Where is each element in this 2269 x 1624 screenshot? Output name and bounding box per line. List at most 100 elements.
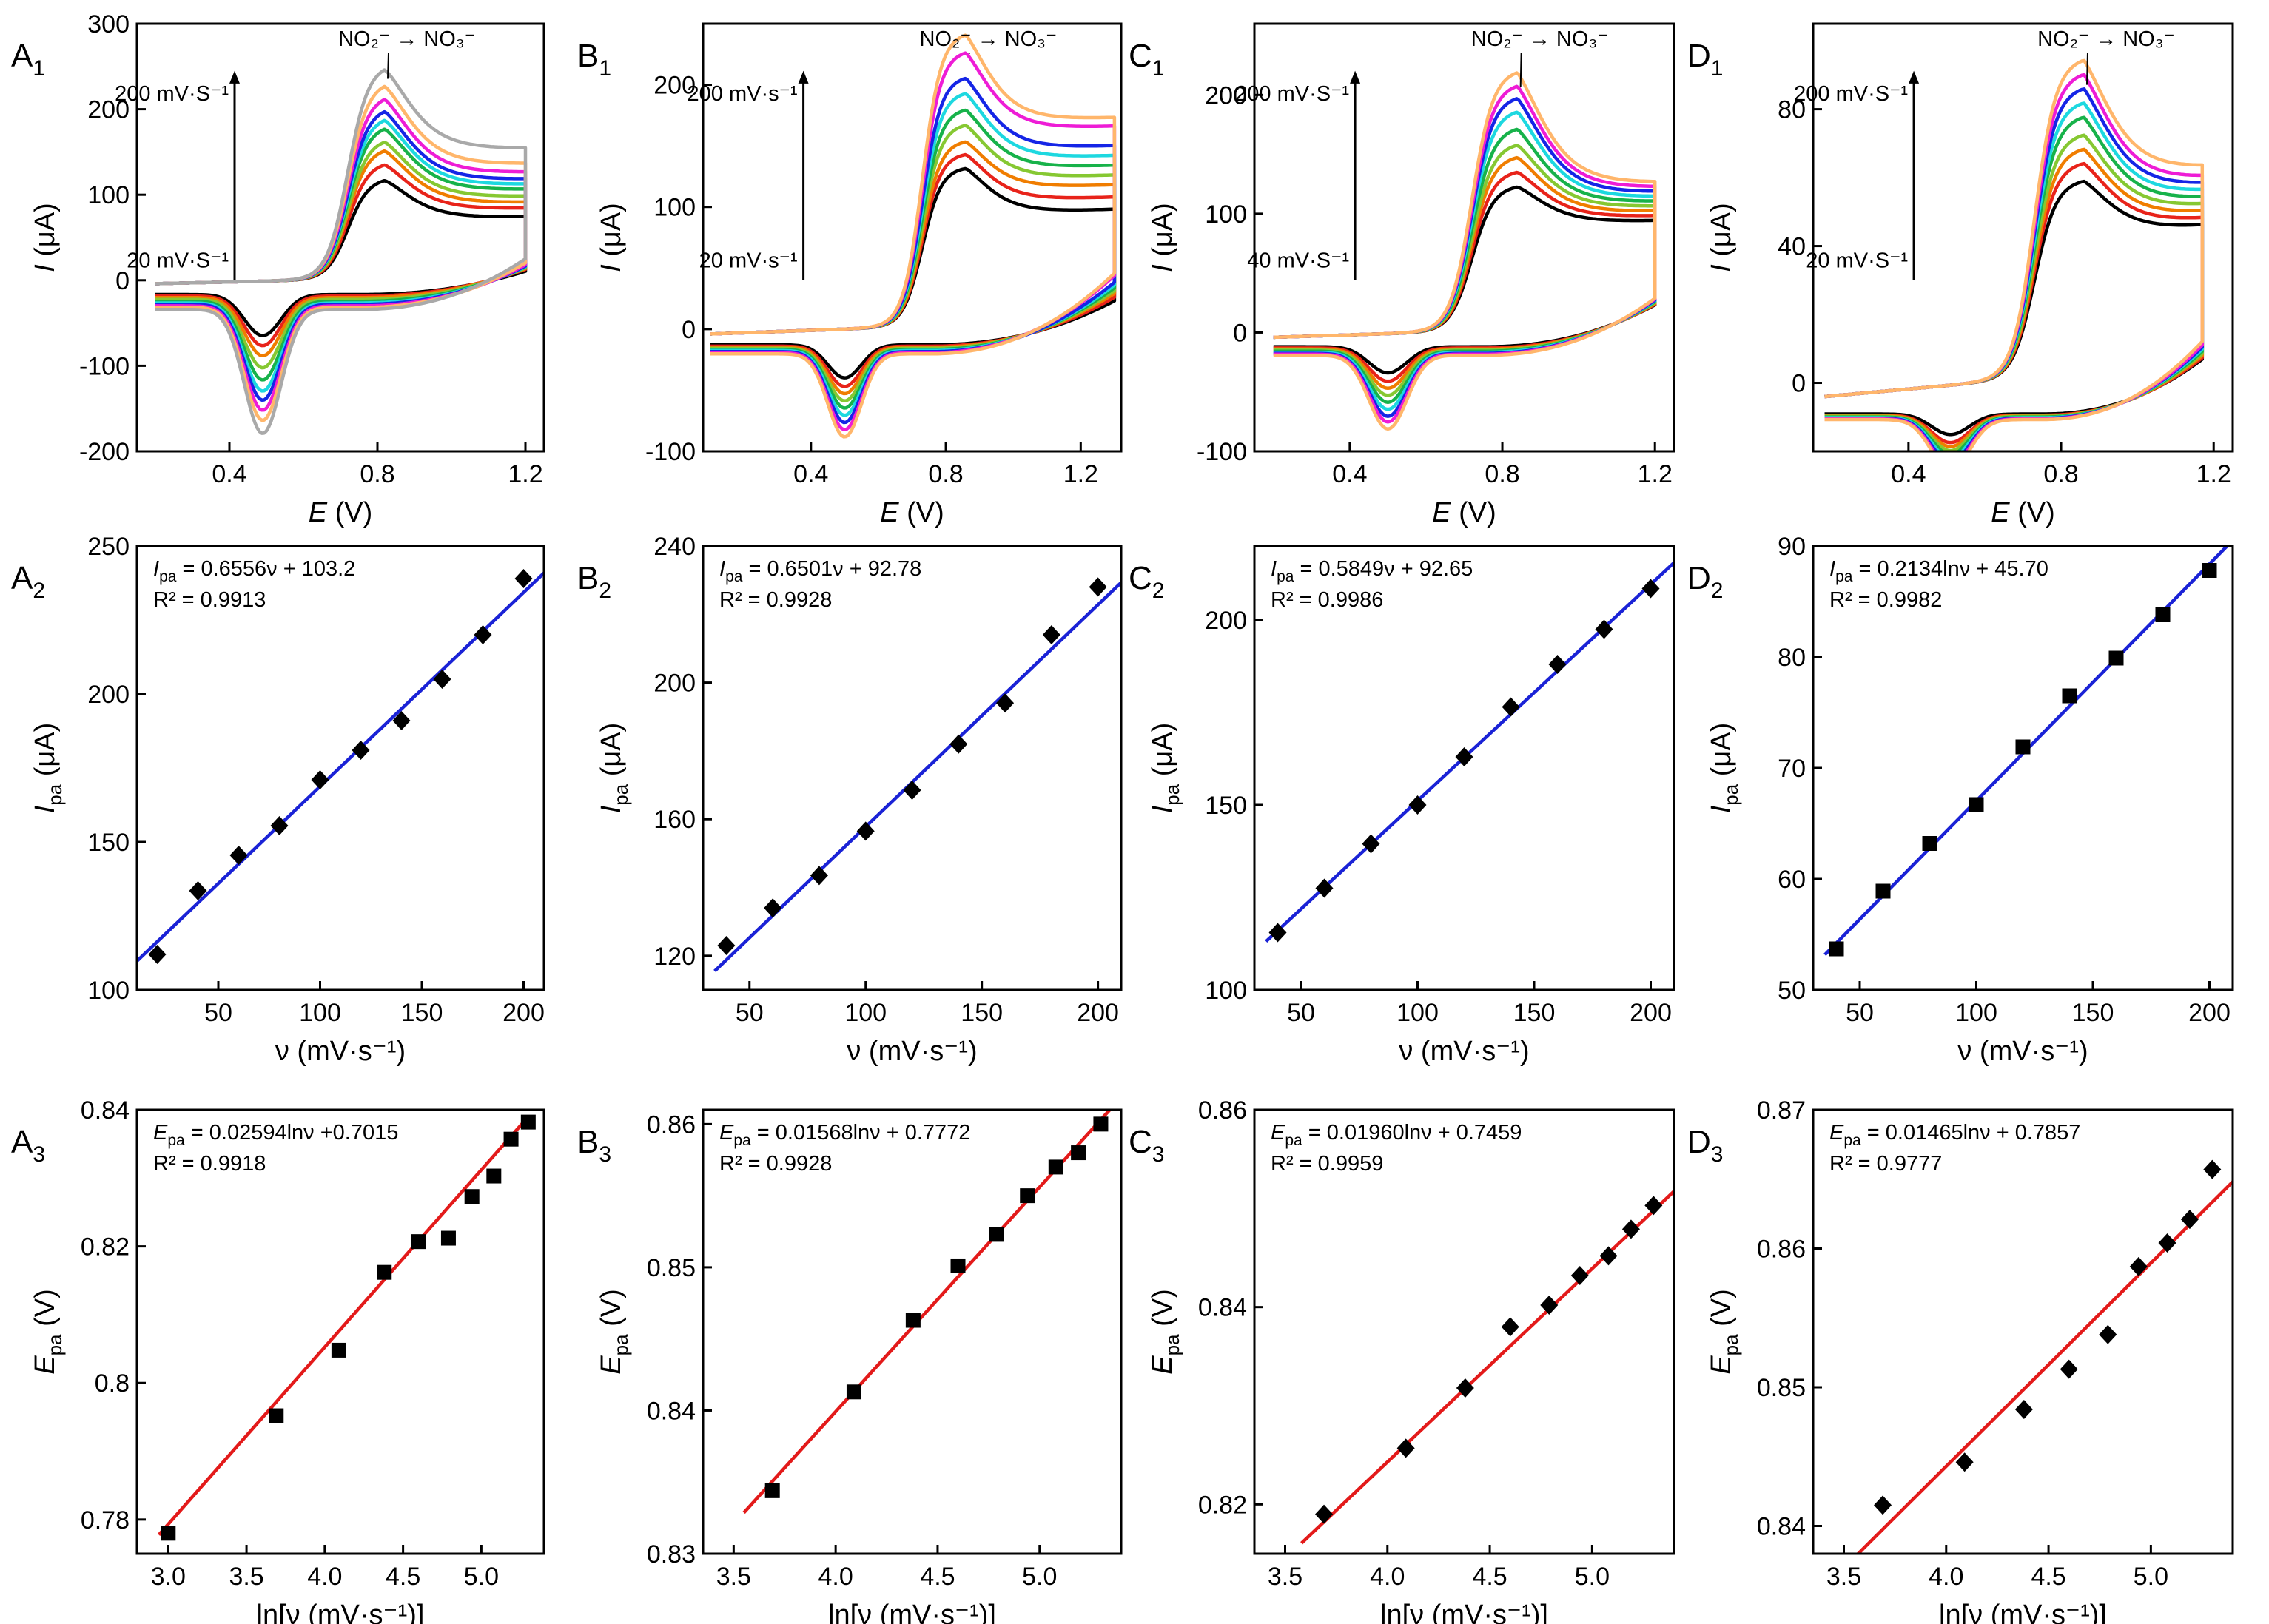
y-tick-label: 200 — [1205, 607, 1247, 635]
x-tick-label: 5.0 — [1022, 1563, 1057, 1591]
x-tick-label: 3.5 — [716, 1563, 751, 1591]
r-squared: R² = 0.9928 — [719, 1152, 832, 1176]
x-axis-label: E (V) — [309, 497, 373, 528]
r-squared: R² = 0.9913 — [153, 588, 266, 612]
y-tick-label: 200 — [87, 96, 130, 124]
data-point — [903, 781, 921, 800]
x-tick-label: 3.5 — [1826, 1563, 1861, 1591]
y-axis-label: Epa (V) — [1706, 1289, 1742, 1375]
data-point — [1396, 1438, 1415, 1458]
x-tick-label: 200 — [2188, 999, 2231, 1027]
x-tick-label: 1.2 — [508, 460, 542, 488]
x-tick-label: 5.0 — [1575, 1563, 1610, 1591]
plot-frame — [1253, 1108, 1675, 1555]
x-tick-label: 100 — [1955, 999, 1997, 1027]
data-point — [2203, 1159, 2222, 1179]
data-point — [377, 1264, 392, 1280]
reaction-label: NO₂⁻ → NO₃⁻ — [1471, 27, 1609, 51]
data-point — [270, 816, 289, 835]
reaction-label: NO₂⁻ → NO₃⁻ — [2037, 27, 2175, 51]
x-tick-label: 150 — [2072, 999, 2114, 1027]
x-tick-label: 5.0 — [2134, 1563, 2168, 1591]
arrow-head-icon — [1350, 70, 1361, 84]
panel-label: C2 — [1129, 560, 1164, 603]
fit-line — [742, 1110, 1112, 1515]
y-tick-label: 0 — [1233, 319, 1247, 347]
y-tick-label: 0 — [115, 267, 130, 295]
data-point — [846, 1384, 861, 1400]
x-tick-label: 3.0 — [151, 1563, 186, 1591]
scan-low-label: 20 mV·S⁻¹ — [127, 249, 229, 272]
y-tick-label: 70 — [1778, 755, 1806, 783]
data-point — [2060, 1359, 2078, 1379]
y-tick-label: 100 — [87, 181, 130, 209]
data-point — [1071, 1145, 1086, 1161]
reaction-leader — [1519, 53, 1522, 87]
y-tick-label: 100 — [87, 977, 130, 1005]
data-point — [2014, 1400, 2033, 1419]
y-axis-label: I (μA) — [596, 203, 627, 272]
panel-a1: 200 mV·S⁻¹ 20 mV·S⁻¹ NO₂⁻ → NO₃⁻ 0.4 0.8 1.2 -… — [11, 10, 545, 528]
data-point — [1042, 625, 1060, 644]
x-tick-label: 4.0 — [1370, 1563, 1405, 1591]
data-point — [996, 693, 1015, 713]
x-tick-label: 0.4 — [1891, 460, 1926, 488]
y-tick-label: 0.86 — [1198, 1096, 1247, 1125]
x-tick-label: 4.5 — [920, 1563, 955, 1591]
data-point — [1874, 1495, 1892, 1515]
fit-line — [1300, 1190, 1674, 1545]
panel-label: B3 — [577, 1124, 611, 1167]
panel-label: A3 — [11, 1124, 45, 1167]
plot-frame — [135, 545, 545, 991]
y-tick-label: 0.84 — [647, 1397, 696, 1425]
y-tick-label: 160 — [653, 806, 696, 834]
x-axis-label: ln[ν (mV·s⁻¹)] — [1939, 1600, 2107, 1624]
data-point — [1829, 941, 1844, 957]
data-point — [440, 1230, 456, 1246]
data-point — [2129, 1256, 2148, 1276]
cv-curve-4 — [1824, 133, 2205, 451]
data-point — [1020, 1188, 1035, 1204]
panel-label: A1 — [11, 38, 45, 81]
r-squared: R² = 0.9777 — [1829, 1152, 1942, 1176]
data-point — [1089, 577, 1107, 597]
y-tick-label: 150 — [1205, 792, 1247, 820]
scan-low-label: 20 mV·S⁻¹ — [1806, 249, 1908, 272]
y-tick-label: 100 — [1205, 201, 1247, 229]
scan-low-label: 40 mV·S⁻¹ — [1247, 249, 1349, 272]
y-tick-label: 0.84 — [1757, 1513, 1806, 1541]
data-point — [810, 866, 828, 886]
y-tick-label: 0 — [682, 316, 696, 344]
plot-frame — [702, 545, 1123, 991]
y-tick-label: 0 — [1792, 370, 1806, 398]
y-tick-label: 0.82 — [81, 1233, 130, 1261]
data-point — [989, 1227, 1004, 1242]
r-squared: R² = 0.9982 — [1829, 588, 1942, 612]
arrow-head-icon — [1909, 70, 1920, 84]
reaction-label: NO₂⁻ → NO₃⁻ — [920, 27, 1058, 51]
cv-curve-5 — [1824, 115, 2205, 451]
y-tick-label: -100 — [645, 438, 696, 466]
x-tick-label: 1.2 — [1063, 460, 1098, 488]
cv-curve-1 — [1824, 179, 2205, 437]
data-point — [311, 770, 329, 789]
y-tick-label: -100 — [1197, 438, 1247, 466]
fit-equation: Epa = 0.01960lnν + 0.7459 — [1271, 1121, 1522, 1149]
plot-frame — [135, 1108, 545, 1555]
y-axis-label: Ipa (μA) — [596, 723, 632, 814]
y-tick-label: 200 — [653, 670, 696, 698]
y-axis-label: Ipa (μA) — [30, 723, 66, 814]
r-squared: R² = 0.9959 — [1271, 1152, 1383, 1176]
x-axis-label: ν (mV·s⁻¹) — [275, 1036, 406, 1067]
x-axis-label: ln[ν (mV·s⁻¹)] — [1380, 1600, 1548, 1624]
panel-d2: Ipa = 0.2134lnν + 45.70 R² = 0.9982 50 100 1… — [1687, 533, 2234, 1067]
cv-curve-6 — [1824, 101, 2205, 451]
y-tick-label: 300 — [87, 10, 130, 38]
y-tick-label: 80 — [1778, 96, 1806, 124]
x-tick-label: 1.2 — [2196, 460, 2231, 488]
y-tick-label: 40 — [1778, 233, 1806, 261]
x-tick-label: 4.0 — [818, 1563, 853, 1591]
y-tick-label: -200 — [79, 438, 130, 466]
cv-curve-10 — [155, 68, 528, 435]
plot-frame — [702, 1108, 1123, 1555]
